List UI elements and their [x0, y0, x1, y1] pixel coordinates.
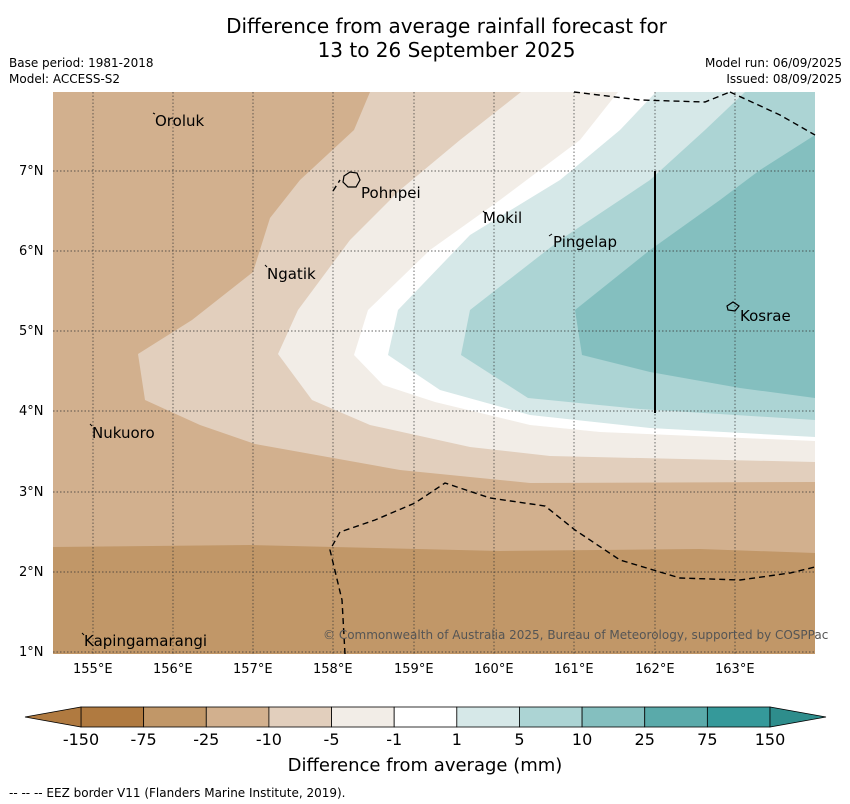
colorbar-cell-8	[581, 706, 646, 728]
eez-border-northeast	[729, 91, 816, 136]
place-pohnpei: Pohnpei	[361, 184, 421, 202]
colorbar-cell-6	[456, 706, 520, 728]
place-oroluk: Oroluk	[155, 112, 205, 130]
copyright-text: © Commonwealth of Australia 2025, Bureau…	[323, 628, 829, 642]
colorbar-tick-label: -10	[255, 730, 282, 749]
colorbar-tick-label: -1	[386, 730, 403, 749]
colorbar-end-high	[769, 706, 827, 728]
colorbar-tick-label: 1	[451, 730, 462, 749]
colorbar-end-low	[24, 706, 82, 728]
model-run-text: Model run: 06/09/2025	[704, 56, 842, 70]
pohnpei-outline	[342, 171, 361, 188]
y-tick-6: 6°N	[19, 244, 44, 259]
colorbar-tick-label: 5	[514, 730, 525, 749]
eez-border-north	[573, 91, 731, 103]
colorbar-cell-10	[706, 706, 771, 728]
colorbar-cell-7	[519, 706, 583, 728]
place-kapingamarangi: Kapingamarangi	[84, 632, 208, 650]
eez-border-pohnpei	[332, 179, 341, 192]
place-nukuoro: Nukuoro	[92, 424, 155, 442]
place-mokil: Mokil	[483, 209, 523, 227]
colorbar-cell-1	[143, 706, 207, 728]
colorbar-tick-label: 25	[634, 730, 655, 749]
colorbar-tick-label: 75	[697, 730, 718, 749]
kosrae-outline	[726, 301, 740, 312]
y-tick-1: 1°N	[19, 645, 44, 660]
meta-right: Model run: 06/09/2025 Issued: 08/09/2025	[705, 55, 842, 87]
place-kosrae: Kosrae	[740, 307, 791, 325]
colorbar-tick-label: -75	[130, 730, 157, 749]
colorbar-title: Difference from average (mm)	[287, 755, 563, 776]
x-tick-157: 157°E	[233, 662, 273, 677]
x-tick-160: 160°E	[474, 662, 514, 677]
meta-left: Base period: 1981-2018 Model: ACCESS-S2	[9, 55, 154, 87]
x-tick-158: 158°E	[313, 662, 353, 677]
x-tick-162: 162°E	[635, 662, 675, 677]
gridlines	[53, 92, 815, 654]
rainfall-map	[53, 91, 816, 655]
model-text: Model: ACCESS-S2	[9, 72, 121, 86]
x-tick-155: 155°E	[73, 662, 113, 677]
colorbar-cells	[80, 706, 771, 728]
place-pingelap: Pingelap	[553, 233, 618, 251]
base-period-text: Base period: 1981-2018	[9, 56, 154, 70]
colorbar-cell-5	[393, 706, 458, 728]
colorbar-cell-9	[644, 706, 708, 728]
x-tick-161: 161°E	[554, 662, 594, 677]
colorbar-cell-4	[331, 706, 395, 728]
eez-legend-note: -- -- -- EEZ border V11 (Flanders Marine…	[9, 786, 346, 800]
y-tick-7: 7°N	[19, 164, 44, 179]
map-title: Difference from average rainfall forecas…	[0, 14, 850, 62]
title-line-2: 13 to 26 September 2025	[317, 38, 576, 62]
y-tick-5: 5°N	[19, 324, 44, 339]
colorbar	[24, 706, 827, 728]
colorbar-cell-2	[205, 706, 270, 728]
x-tick-159: 159°E	[394, 662, 434, 677]
title-line-1: Difference from average rainfall forecas…	[226, 14, 667, 38]
eez-borders	[329, 91, 816, 655]
eez-border-south	[329, 482, 816, 655]
colorbar-cell-3	[268, 706, 332, 728]
x-tick-156: 156°E	[153, 662, 193, 677]
issued-text: Issued: 08/09/2025	[726, 72, 842, 86]
y-tick-4: 4°N	[19, 404, 44, 419]
fill-plus-10	[575, 135, 815, 398]
place-ngatik: Ngatik	[267, 265, 316, 283]
colorbar-tick-label: -150	[62, 730, 100, 749]
contour-fills	[53, 92, 815, 654]
colorbar-tick-label: -5	[323, 730, 340, 749]
colorbar-tick-label: -25	[193, 730, 220, 749]
colorbar-tick-label: 10	[571, 730, 593, 749]
colorbar-tick-label: 150	[754, 730, 786, 749]
atoll-marks	[81, 112, 553, 636]
colorbar-cell-0	[80, 706, 145, 728]
x-tick-163: 163°E	[715, 662, 755, 677]
y-tick-2: 2°N	[19, 565, 44, 580]
y-tick-3: 3°N	[19, 485, 44, 500]
